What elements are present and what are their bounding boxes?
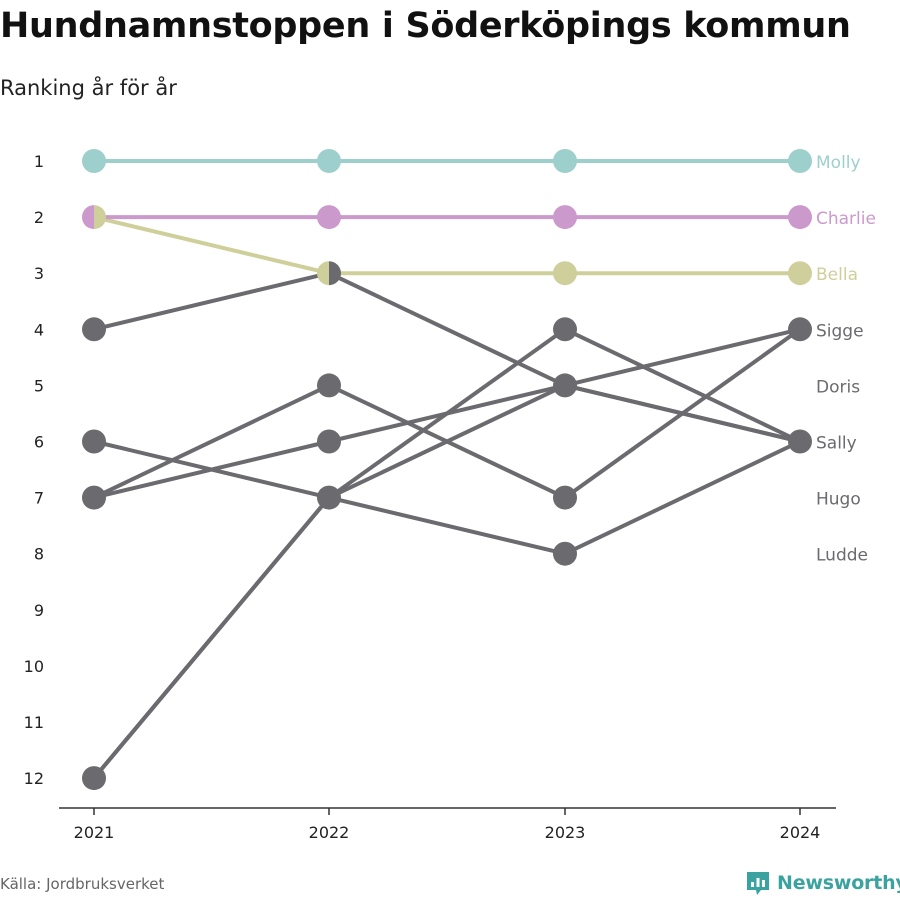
series-line-hugo <box>92 439 802 556</box>
data-point-sigge <box>317 485 341 510</box>
data-point-bella <box>329 261 341 286</box>
newsworthy-logo-icon <box>747 872 769 895</box>
chart-title: Hundnamnstoppen i Söderköpings kommun <box>0 6 851 46</box>
data-point-sigge <box>553 373 577 398</box>
y-tick-label: 9 <box>34 601 44 620</box>
data-point-charlie <box>82 205 94 230</box>
data-point-sigge <box>553 317 577 342</box>
data-point-hugo <box>82 429 106 454</box>
data-point-charlie <box>788 205 812 230</box>
source-note: Källa: Jordbruksverket <box>0 875 165 893</box>
series-line-sigge <box>92 327 802 781</box>
data-point-ludde <box>553 485 577 510</box>
end-label-molly: Molly <box>816 153 861 173</box>
end-label-ludde: Ludde <box>816 546 868 566</box>
x-tick-label: 2022 <box>309 823 350 842</box>
y-tick-label: 8 <box>34 545 44 564</box>
y-tick-label: 2 <box>34 208 44 227</box>
end-label-bella: Bella <box>816 265 858 285</box>
y-tick-label: 7 <box>34 489 44 508</box>
data-point-bella <box>317 261 329 286</box>
brand-logo[interactable]: Newsworthy <box>744 869 900 897</box>
data-point-sigge <box>788 317 812 342</box>
y-tick-label: 5 <box>34 376 44 395</box>
series-line-sally <box>92 271 802 444</box>
y-tick-label: 3 <box>34 264 44 283</box>
data-point-charlie <box>94 205 107 230</box>
series-line-sigge <box>92 327 802 781</box>
y-tick-label: 1 <box>34 152 44 171</box>
chart-subtitle: Ranking år för år <box>0 76 177 100</box>
data-point-ludde <box>317 373 341 398</box>
data-point-bella <box>788 261 812 286</box>
data-point-sigge <box>82 766 106 791</box>
x-tick-label: 2023 <box>545 823 586 842</box>
data-point-bella <box>553 261 577 286</box>
data-point-molly <box>788 149 812 173</box>
data-point-molly <box>317 149 341 173</box>
data-point-molly <box>553 149 577 173</box>
data-point-sigge <box>788 429 812 454</box>
series-line-bella <box>92 215 802 276</box>
end-label-charlie: Charlie <box>816 209 876 229</box>
end-label-doris: Doris <box>816 377 860 397</box>
end-label-hugo: Hugo <box>816 490 861 510</box>
data-point-hugo <box>553 541 577 566</box>
y-tick-label: 6 <box>34 433 44 452</box>
data-point-charlie <box>317 205 341 230</box>
x-tick-label: 2024 <box>780 823 821 842</box>
data-point-sally <box>82 317 106 342</box>
y-tick-label: 10 <box>24 657 44 676</box>
data-point-molly <box>82 149 106 173</box>
data-point-doris <box>317 429 341 454</box>
y-tick-label: 4 <box>34 320 44 339</box>
end-label-sally: Sally <box>816 434 857 454</box>
y-tick-label: 12 <box>24 769 44 788</box>
brand-name: Newsworthy <box>777 872 900 894</box>
end-label-sigge: Sigge <box>816 321 864 341</box>
data-point-doris <box>82 485 106 510</box>
y-tick-label: 11 <box>24 713 44 732</box>
data-point-charlie <box>553 205 577 230</box>
x-tick-label: 2021 <box>74 823 115 842</box>
